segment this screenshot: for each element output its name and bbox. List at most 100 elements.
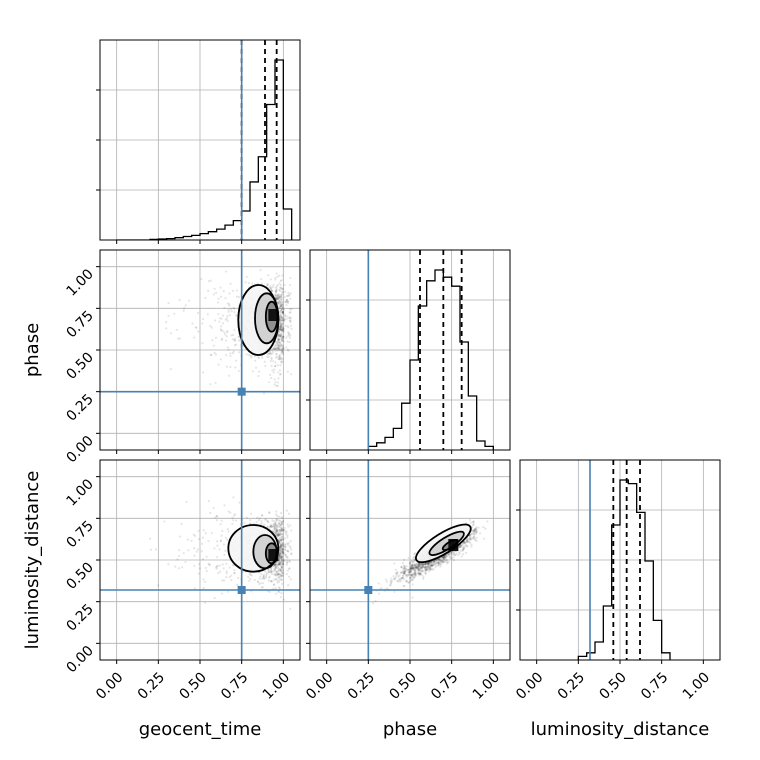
scatter-point xyxy=(277,563,280,566)
scatter-point xyxy=(422,563,425,566)
scatter-point xyxy=(231,289,235,293)
scatter-point xyxy=(414,567,418,570)
scatter-point xyxy=(278,542,281,545)
scatter-point xyxy=(393,577,396,580)
scatter-point xyxy=(409,567,413,570)
scatter-point xyxy=(390,581,393,584)
scatter-point xyxy=(280,344,283,347)
scatter-point xyxy=(284,545,287,549)
scatter-point xyxy=(276,381,280,384)
scatter-point xyxy=(280,574,283,577)
scatter-point xyxy=(279,315,283,319)
scatter-point xyxy=(273,531,276,534)
scatter-point xyxy=(226,331,229,334)
scatter-point xyxy=(285,346,288,349)
scatter-point xyxy=(425,565,428,569)
scatter-point xyxy=(280,556,284,559)
scatter-point xyxy=(380,587,383,590)
scatter-point xyxy=(279,317,282,320)
x-tick-label: 1.00 xyxy=(260,670,293,703)
scatter-point xyxy=(262,575,265,578)
scatter-point xyxy=(278,560,281,563)
scatter-point xyxy=(470,536,473,539)
scatter-point xyxy=(427,562,430,565)
scatter-point xyxy=(203,601,207,604)
scatter-point xyxy=(284,553,287,557)
scatter-point xyxy=(279,305,282,308)
scatter-point xyxy=(227,510,230,513)
scatter-point xyxy=(253,578,256,581)
scatter-point xyxy=(470,543,473,546)
scatter-point xyxy=(473,530,476,534)
scatter-point xyxy=(230,574,233,577)
scatter-point xyxy=(392,574,395,578)
scatter-point xyxy=(274,293,277,296)
scatter-point xyxy=(237,296,240,299)
scatter-point xyxy=(281,543,284,546)
scatter-point xyxy=(413,564,416,567)
scatter-point xyxy=(281,563,284,566)
scatter-point xyxy=(235,295,238,298)
scatter-point xyxy=(278,354,281,357)
scatter-point xyxy=(442,558,445,561)
scatter-point xyxy=(277,295,280,298)
scatter-point xyxy=(428,562,431,565)
scatter-point xyxy=(279,529,283,532)
scatter-point xyxy=(200,550,203,553)
scatter-point xyxy=(214,566,218,569)
scatter-point xyxy=(270,288,273,292)
scatter-point xyxy=(281,571,284,575)
scatter-point xyxy=(418,565,421,568)
scatter-point xyxy=(280,591,283,595)
scatter-point xyxy=(279,568,282,571)
scatter-point xyxy=(426,563,429,566)
scatter-point xyxy=(419,566,422,569)
scatter-point xyxy=(411,596,414,599)
scatter-point xyxy=(474,528,477,531)
scatter-point xyxy=(425,569,428,572)
scatter-point xyxy=(269,373,272,376)
scatter-point xyxy=(288,284,292,287)
scatter-point xyxy=(276,302,280,305)
scatter-point xyxy=(281,274,284,277)
histogram-line-luminosity_distance xyxy=(577,479,671,660)
scatter-point xyxy=(450,551,453,554)
scatter-point xyxy=(407,581,411,584)
scatter-point xyxy=(237,339,240,342)
scatter-point xyxy=(441,555,445,559)
scatter-point xyxy=(287,584,290,587)
scatter-point xyxy=(219,358,222,361)
scatter-point xyxy=(270,377,273,380)
scatter-point xyxy=(267,283,270,286)
scatter-point xyxy=(279,551,282,555)
scatter-point xyxy=(281,310,285,314)
scatter-point xyxy=(273,345,276,348)
scatter-point xyxy=(280,543,283,546)
scatter-point xyxy=(281,548,284,551)
scatter-point xyxy=(435,559,438,562)
histogram-line-geocent_time xyxy=(116,59,293,240)
scatter-point xyxy=(434,564,438,567)
scatter-point xyxy=(216,544,219,547)
scatter-point xyxy=(409,567,412,570)
scatter-point xyxy=(268,511,271,515)
scatter-point xyxy=(279,543,282,546)
scatter-point xyxy=(288,294,291,297)
scatter-point xyxy=(401,574,405,578)
scatter-point xyxy=(431,563,434,566)
scatter-point xyxy=(420,563,423,566)
scatter-point xyxy=(409,580,412,583)
scatter-point xyxy=(233,338,236,341)
scatter-point xyxy=(274,289,277,293)
scatter-point xyxy=(278,573,282,576)
scatter-point xyxy=(264,364,267,367)
scatter-point xyxy=(227,348,230,352)
scatter-point xyxy=(280,343,283,346)
scatter-point xyxy=(228,566,231,569)
scatter-point xyxy=(452,556,455,559)
scatter-point xyxy=(447,553,450,556)
scatter-point xyxy=(269,278,272,281)
scatter-point xyxy=(280,298,283,301)
scatter-point xyxy=(279,304,282,307)
scatter-point xyxy=(196,311,200,315)
